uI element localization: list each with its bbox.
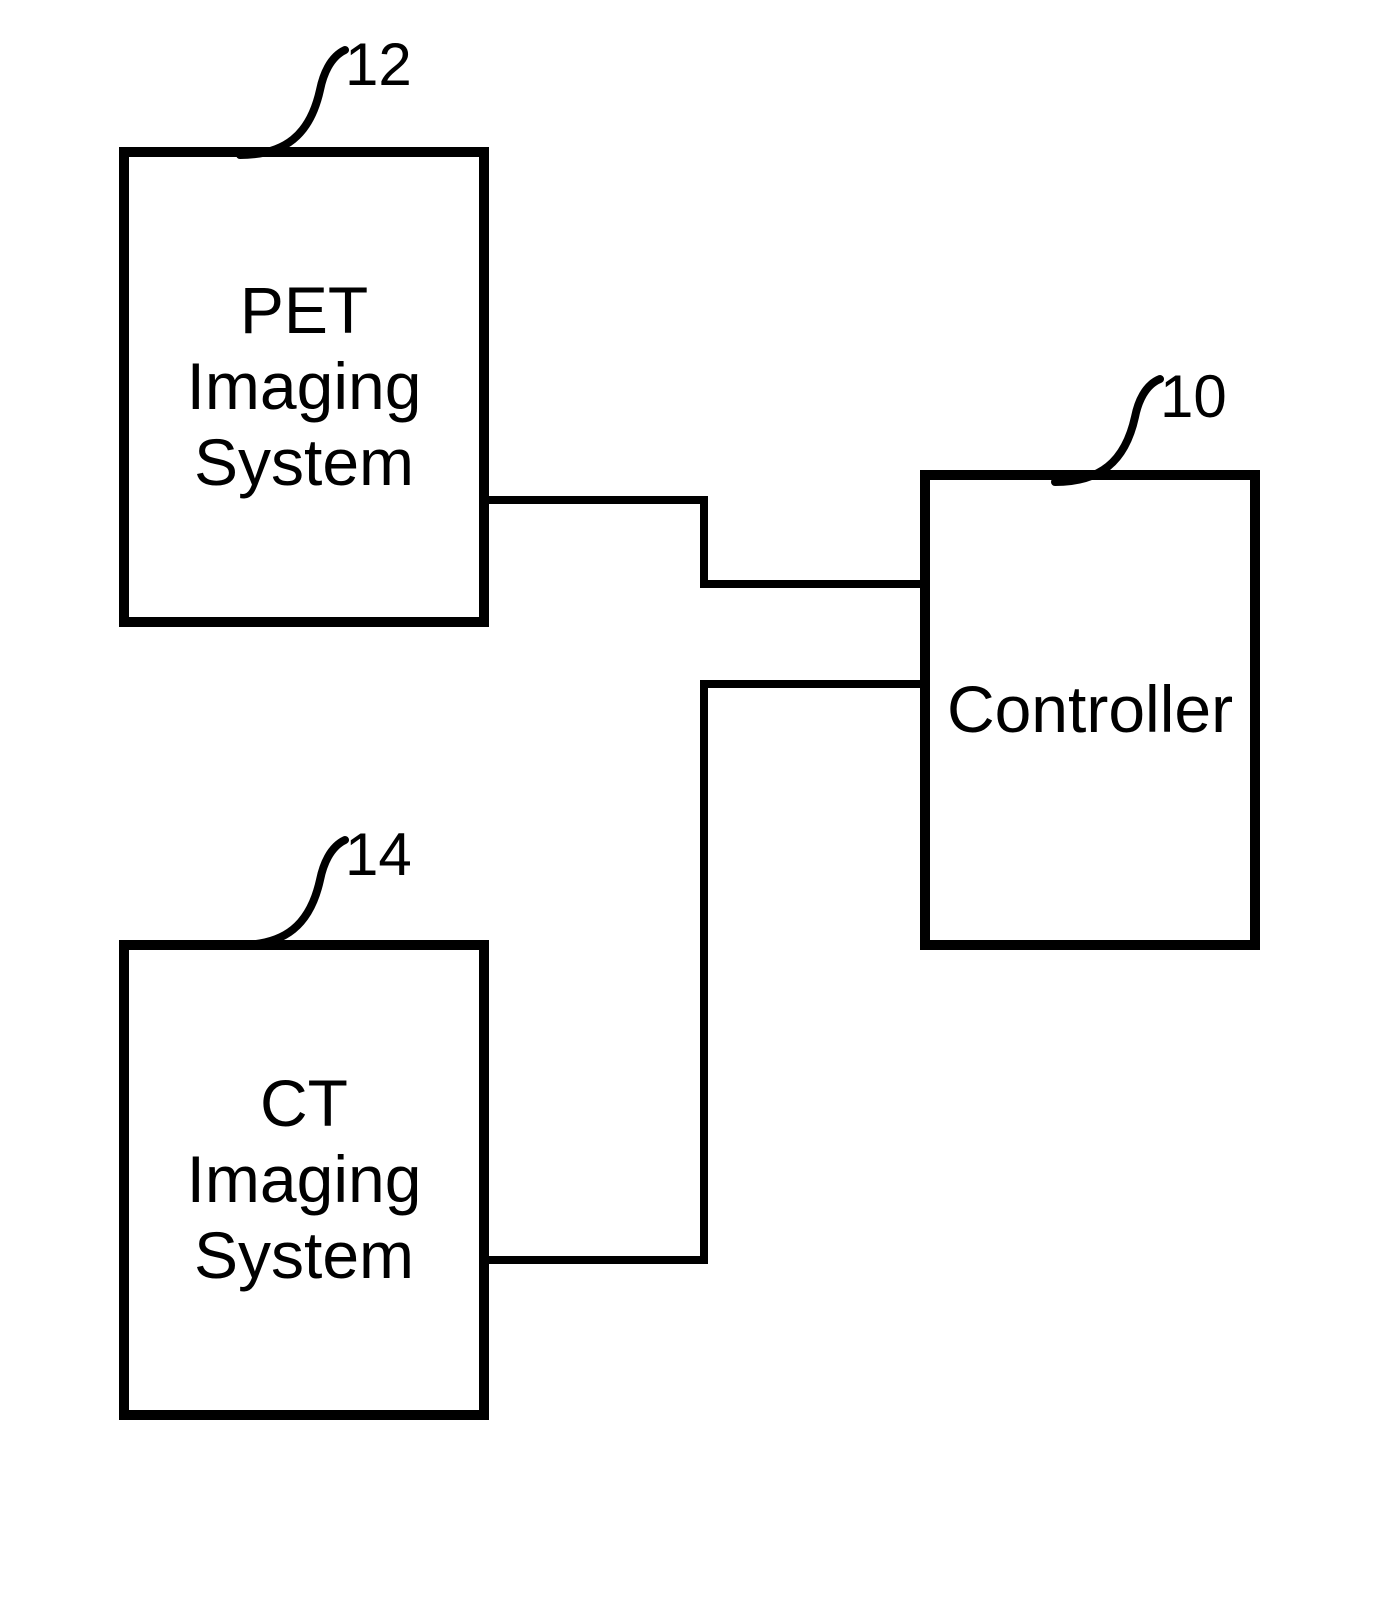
ct-box-label: CT Imaging System (187, 1066, 422, 1294)
ct-imaging-system-box: CT Imaging System (119, 940, 489, 1420)
pet-ref-label: 12 (345, 30, 412, 99)
controller-ref-label: 10 (1160, 362, 1227, 431)
ct-to-junction-h (489, 1256, 708, 1264)
junction-to-controller-top (700, 580, 920, 588)
controller-box: Controller (920, 470, 1260, 950)
pet-to-junction-v (700, 496, 708, 588)
ct-ref-label: 14 (345, 820, 412, 889)
controller-box-label: Controller (947, 672, 1233, 748)
pet-to-junction-h (489, 496, 708, 504)
pet-box-label: PET Imaging System (187, 273, 422, 501)
pet-imaging-system-box: PET Imaging System (119, 147, 489, 627)
diagram-canvas: PET Imaging System CT Imaging System Con… (0, 0, 1385, 1600)
ct-to-junction-v (700, 680, 708, 1264)
junction-to-controller-bottom (700, 680, 920, 688)
